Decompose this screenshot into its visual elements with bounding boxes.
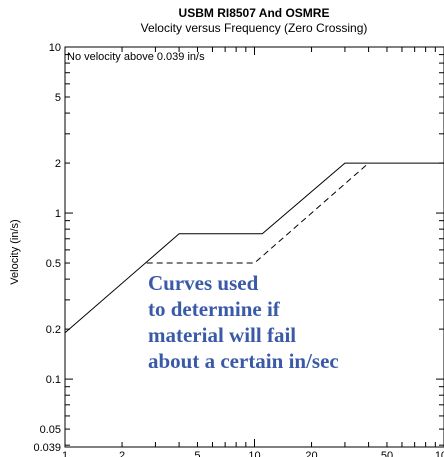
x-tick-label: 50	[381, 450, 393, 457]
y-axis-label: Velocity (in/s)	[9, 219, 21, 284]
x-tick-label: 1	[62, 450, 68, 457]
plot-frame	[64, 46, 444, 448]
velocity-note: No velocity above 0.039 in/s	[67, 51, 205, 63]
overlay-line-2: to determine if	[148, 297, 280, 321]
x-tick-label: 10	[248, 450, 260, 457]
chart-title: USBM RI8507 And OSMRE	[179, 6, 330, 20]
y-tick-label: 0.05	[40, 424, 61, 436]
data-series	[64, 162, 444, 334]
axis-tick-labels: 1 2 5 10 20 50 100 10 5 2 1 0.5 0.2 0.1 0.05 0.039	[33, 42, 444, 457]
y-tick-label: 1	[55, 208, 61, 220]
overlay-line-1: Curves used	[148, 271, 259, 295]
y-tick-label: 10	[49, 42, 61, 54]
y-tick-label: 0.1	[46, 374, 61, 386]
y-tick-label: 0.2	[46, 324, 61, 336]
x-tick-label: 2	[119, 450, 125, 457]
y-tick-label: 2	[55, 158, 61, 170]
y-tick-label: 0.039	[33, 442, 61, 454]
x-tick-label: 20	[305, 450, 317, 457]
dashed-limit-line	[146, 162, 369, 264]
y-tick-label: 0.5	[46, 258, 61, 270]
x-tick-label: 5	[194, 450, 200, 457]
x-tick-label: 100	[435, 450, 444, 457]
overlay-caption: Curves used to determine if material wil…	[148, 270, 339, 374]
solid-limit-line	[64, 162, 444, 334]
overlay-line-4: about a certain in/sec	[148, 349, 339, 373]
y-tick-label: 5	[55, 92, 61, 104]
overlay-line-3: material will fail	[148, 323, 297, 347]
axis-ticks	[64, 46, 444, 447]
chart-subtitle: Velocity versus Frequency (Zero Crossing…	[141, 21, 368, 35]
